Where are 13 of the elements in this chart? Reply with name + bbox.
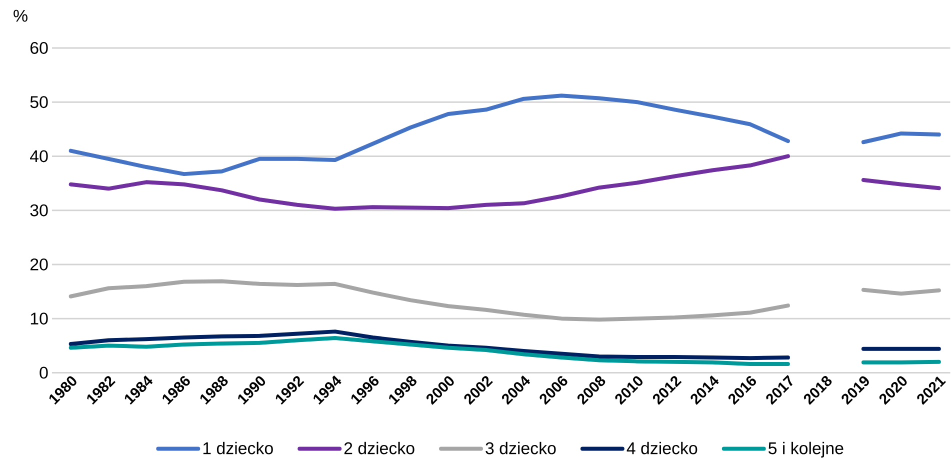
y-tick-label: 30 [30,204,48,217]
y-tick-label: 50 [30,96,48,108]
legend-label: 3 dziecko [486,442,556,454]
y-tick-label: 0 [40,366,48,379]
y-tick-label: 60 [30,42,48,54]
y-tick-label: 10 [30,312,48,325]
y-tick-label: 40 [30,150,48,162]
y-axis-title: % [14,10,28,22]
legend-label: 1 dziecko [203,442,273,454]
legend-label: 2 dziecko [344,442,414,454]
y-tick-label: 20 [30,258,48,271]
legend-label: 4 dziecko [626,442,698,454]
legend-label: 5 i kolejne [768,442,844,458]
